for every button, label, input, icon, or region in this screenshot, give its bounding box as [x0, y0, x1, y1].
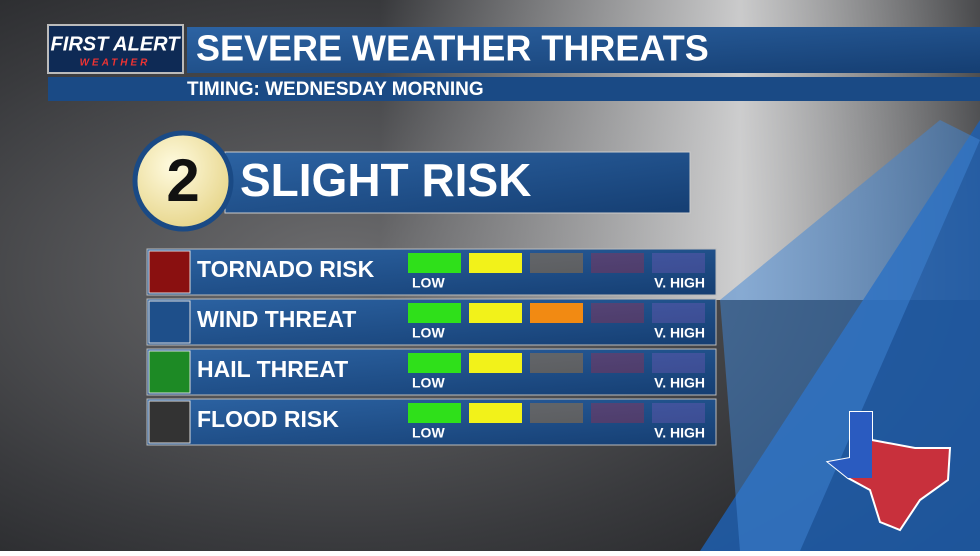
level-segment [530, 403, 583, 423]
level-segment [469, 403, 522, 423]
level-segment [652, 353, 705, 373]
scale-low: LOW [412, 325, 445, 341]
level-segment [408, 303, 461, 323]
threat-icon [148, 400, 191, 444]
level-segment [652, 303, 705, 323]
level-segment [591, 253, 644, 273]
subtitle: TIMING: WEDNESDAY MORNING [187, 79, 484, 100]
logo-box [47, 24, 184, 74]
texas-icon [825, 411, 952, 532]
threat-label: TORNADO RISK [197, 256, 375, 282]
title-bar [187, 27, 980, 73]
threat-icon [148, 300, 191, 344]
level-segment [408, 253, 461, 273]
threat-label: WIND THREAT [197, 306, 356, 332]
level-segment [591, 403, 644, 423]
threat-label: FLOOD RISK [197, 406, 339, 432]
level-segment [469, 303, 522, 323]
risk-circle [132, 130, 234, 232]
risk-level: 2 [166, 147, 199, 214]
level-segment [591, 303, 644, 323]
threat-label: HAIL THREAT [197, 356, 348, 382]
level-segment [652, 253, 705, 273]
level-segment [591, 353, 644, 373]
logo-bottom: WEATHER [80, 58, 151, 69]
scale-low: LOW [412, 375, 445, 391]
level-segment [408, 403, 461, 423]
level-segment [530, 253, 583, 273]
subtitle-bar [48, 77, 980, 101]
scale-low: LOW [412, 425, 445, 441]
level-segment [530, 303, 583, 323]
level-segment [469, 353, 522, 373]
scale-low: LOW [412, 275, 445, 291]
level-segment [469, 253, 522, 273]
scale-high: V. HIGH [654, 275, 705, 291]
risk-label: SLIGHT RISK [240, 154, 531, 206]
level-segment [408, 353, 461, 373]
logo-top: FIRST ALERT [51, 33, 182, 55]
level-segment [652, 403, 705, 423]
scale-high: V. HIGH [654, 325, 705, 341]
scale-high: V. HIGH [654, 425, 705, 441]
level-segment [530, 353, 583, 373]
scale-high: V. HIGH [654, 375, 705, 391]
threat-icon [148, 350, 191, 394]
threat-icon [148, 250, 191, 294]
panel [720, 120, 980, 551]
title: SEVERE WEATHER THREATS [196, 28, 709, 69]
